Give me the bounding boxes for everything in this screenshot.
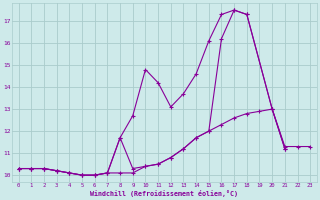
X-axis label: Windchill (Refroidissement éolien,°C): Windchill (Refroidissement éolien,°C): [91, 190, 238, 197]
